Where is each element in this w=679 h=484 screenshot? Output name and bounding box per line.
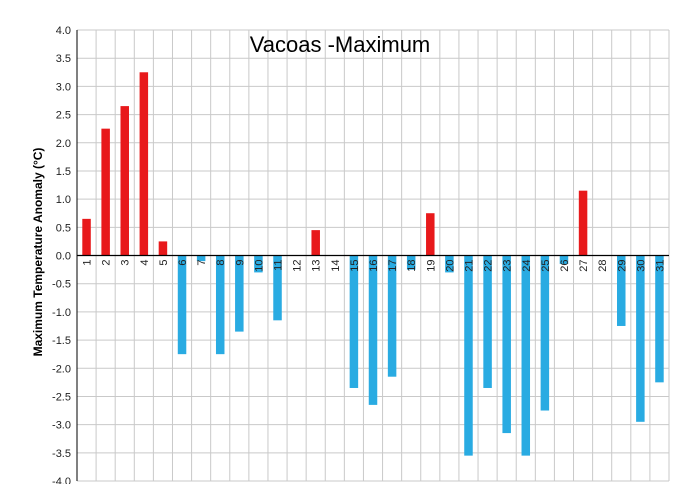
bar-day-5 xyxy=(158,241,168,256)
bar-day-9 xyxy=(235,255,244,332)
x-tick-label: 12 xyxy=(292,260,304,272)
x-tick-label: 23 xyxy=(502,260,514,272)
x-tick-label: 2 xyxy=(101,260,113,266)
x-tick-label: 22 xyxy=(483,260,495,272)
x-tick-label: 17 xyxy=(387,260,399,272)
y-tick-label: 0.5 xyxy=(56,222,71,234)
x-tick-label: 21 xyxy=(463,260,475,272)
x-tick-label: 10 xyxy=(253,260,265,272)
bar-day-30 xyxy=(636,255,645,422)
y-tick-label: -4.0 xyxy=(52,476,71,484)
x-tick-label: 4 xyxy=(139,260,151,266)
y-tick-label: 1.0 xyxy=(56,194,71,206)
y-tick-label: -3.5 xyxy=(52,448,71,460)
x-tick-label: 16 xyxy=(368,260,380,272)
x-tick-label: 27 xyxy=(578,260,590,272)
x-tick-label: 31 xyxy=(654,260,666,272)
x-tick-label: 13 xyxy=(311,260,323,272)
bar-day-8 xyxy=(215,255,225,355)
y-tick-label: -1.5 xyxy=(52,335,71,347)
bar-day-6 xyxy=(177,255,187,355)
x-tick-label: 30 xyxy=(635,260,647,272)
y-tick-label: -2.0 xyxy=(52,363,71,375)
bar-day-11 xyxy=(273,255,282,321)
bar-day-15 xyxy=(349,255,359,388)
bar-day-27 xyxy=(578,190,588,256)
x-tick-label: 20 xyxy=(444,260,456,272)
bar-day-25 xyxy=(540,255,550,411)
bar-day-4 xyxy=(139,72,149,256)
x-tick-label: 8 xyxy=(215,260,227,266)
x-tick-label: 9 xyxy=(234,260,246,266)
bar-day-29 xyxy=(617,255,626,326)
x-tick-label: 14 xyxy=(330,260,342,272)
x-tick-label: 28 xyxy=(597,260,609,272)
bar-day-1 xyxy=(82,218,91,256)
y-tick-label: 2.5 xyxy=(56,110,71,122)
x-tick-label: 15 xyxy=(349,260,361,272)
bar-day-2 xyxy=(101,128,110,256)
bar-day-3 xyxy=(120,106,129,256)
y-tick-labels: -4.0 -3.5 -3.0 -2.5 -2.0 -1.5 -1.0 -0.5 0.0 0.5 1.… xyxy=(52,25,71,484)
bar-day-20 xyxy=(445,255,454,273)
bar-day-19 xyxy=(426,213,435,256)
x-tick-label: 19 xyxy=(425,260,437,272)
y-tick-label: 1.5 xyxy=(56,166,71,178)
bar-day-31 xyxy=(655,255,664,383)
x-tick-label: 3 xyxy=(120,260,132,266)
x-tick-label: 24 xyxy=(521,260,533,272)
bar-day-22 xyxy=(483,255,492,388)
y-tick-label: -0.5 xyxy=(52,279,71,291)
y-tick-label: -3.0 xyxy=(52,420,71,432)
y-tick-label: 3.0 xyxy=(56,81,71,93)
x-tick-label: 1 xyxy=(82,260,94,266)
x-tick-label: 26 xyxy=(559,260,571,272)
bar-day-18 xyxy=(406,255,416,270)
x-tick-label: 7 xyxy=(196,260,208,266)
y-tick-label: 3.5 xyxy=(56,53,71,65)
y-tick-label: 0.0 xyxy=(56,251,71,263)
x-tick-label: 18 xyxy=(406,260,418,272)
x-tick-label: 29 xyxy=(616,260,628,272)
bar-day-21 xyxy=(464,255,473,456)
bars xyxy=(82,72,664,456)
x-tick-label: 11 xyxy=(273,260,285,271)
bar-day-13 xyxy=(311,230,320,256)
y-tick-label: 2.0 xyxy=(56,138,71,150)
bar-day-23 xyxy=(502,255,511,434)
x-tick-labels: 1 2 3 4 5 6 7 8 9 10 11 12 13 14 15 16 17 18 19 20 21 22 23 24 2… xyxy=(82,260,667,272)
bar-day-17 xyxy=(387,255,397,377)
y-tick-label: -2.5 xyxy=(52,391,71,403)
chart-title: Vacoas -Maximum xyxy=(250,32,431,57)
x-tick-label: 5 xyxy=(158,260,170,266)
bar-day-24 xyxy=(521,255,531,456)
y-tick-label: 4.0 xyxy=(56,25,71,37)
y-axis-label: Maximum Temperature Anomaly (°C) xyxy=(31,148,45,357)
x-tick-label: 25 xyxy=(540,260,552,272)
bar-day-26 xyxy=(559,255,569,264)
x-tick-label: 6 xyxy=(177,260,189,266)
y-tick-label: -1.0 xyxy=(52,307,71,319)
axes xyxy=(76,30,669,481)
bar-day-7 xyxy=(196,255,206,262)
bar-day-16 xyxy=(368,255,378,405)
bar-day-10 xyxy=(254,255,263,273)
